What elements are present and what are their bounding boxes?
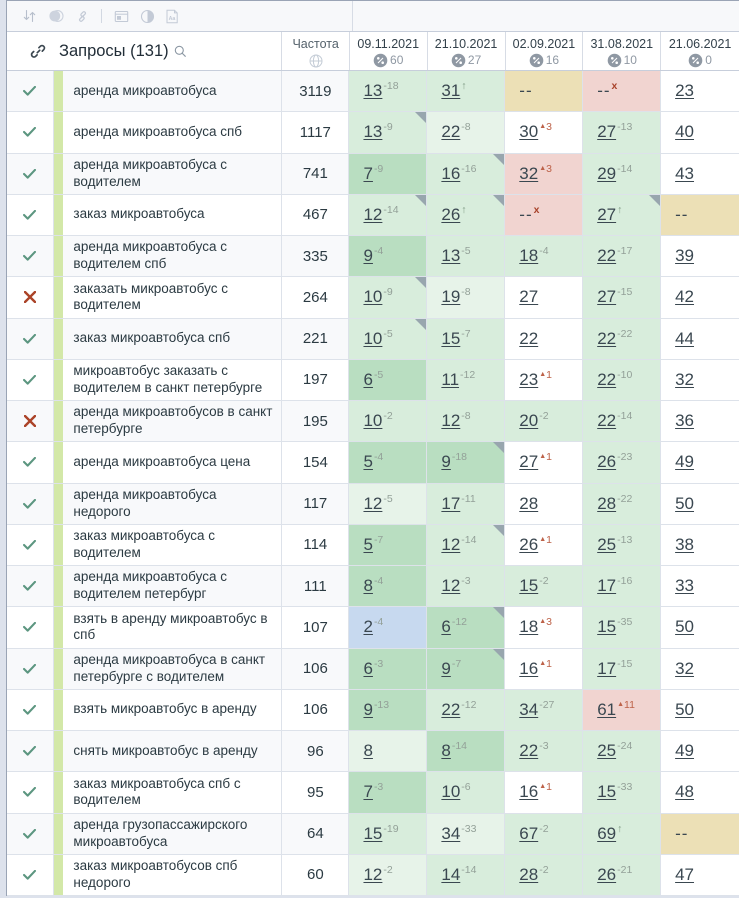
svg-text:Aa: Aa [169, 16, 176, 22]
